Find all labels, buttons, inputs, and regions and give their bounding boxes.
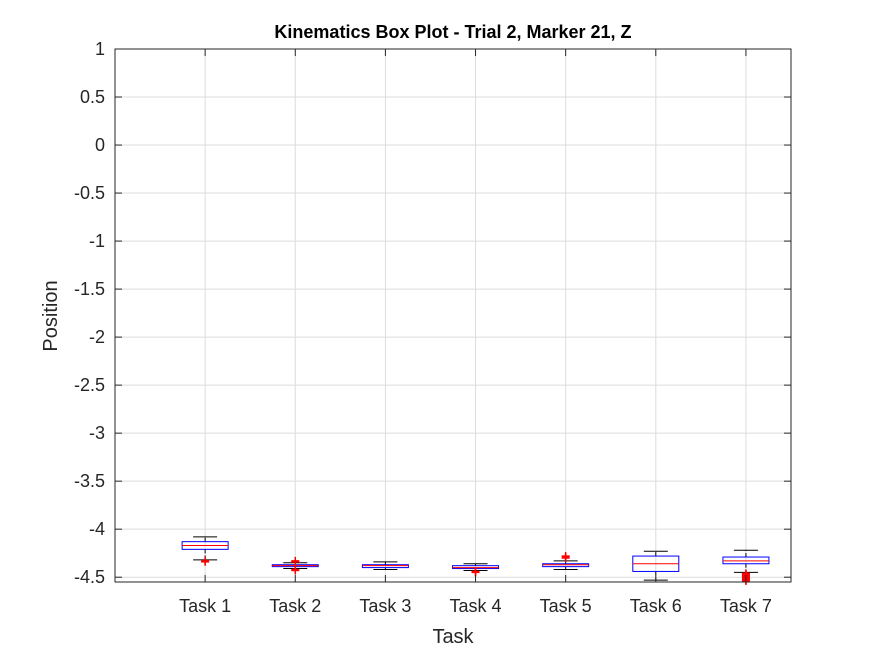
box-group xyxy=(542,552,590,571)
y-axis-label: Position xyxy=(40,280,62,351)
y-tick-label: -3 xyxy=(89,423,105,443)
y-tick-label: -2.5 xyxy=(74,375,105,395)
y-tick-label: -1.5 xyxy=(74,279,105,299)
y-tick-label: 0.5 xyxy=(80,87,105,107)
y-tick-label: -0.5 xyxy=(74,183,105,203)
x-tick-label: Task 4 xyxy=(450,596,502,616)
box-group xyxy=(181,536,229,566)
y-tick-label: -1 xyxy=(89,231,105,251)
x-tick-label: Task 3 xyxy=(359,596,411,616)
y-tick-label: -4 xyxy=(89,519,105,539)
plot-area xyxy=(115,49,791,582)
y-tick-label: 1 xyxy=(95,39,105,59)
box-group xyxy=(361,561,409,571)
y-tick-label: -4.5 xyxy=(74,567,105,587)
y-tick-label: -2 xyxy=(89,327,105,347)
plot-frame xyxy=(114,48,792,583)
x-tick-label: Task 1 xyxy=(179,596,231,616)
x-axis-label: Task xyxy=(432,626,474,648)
x-axis-ticks: Task 1 Task 2 Task 3 Task 4 Task 5 Task 6 Task… xyxy=(179,49,772,616)
box-group xyxy=(271,556,319,575)
y-axis-ticks: 1 0.5 0 -0.5 -1 -1.5 -2 -2.5 -3 -3.5 -4 -4.5 xyxy=(74,39,791,587)
y-tick-label: -3.5 xyxy=(74,471,105,491)
x-tick-label: Task 5 xyxy=(540,596,592,616)
y-tick-label: 0 xyxy=(95,135,105,155)
x-tick-label: Task 6 xyxy=(630,596,682,616)
x-tick-label: Task 7 xyxy=(720,596,772,616)
x-tick-label: Task 2 xyxy=(269,596,321,616)
chart-title: Kinematics Box Plot - Trial 2, Marker 21… xyxy=(274,22,631,42)
grid xyxy=(115,48,791,582)
